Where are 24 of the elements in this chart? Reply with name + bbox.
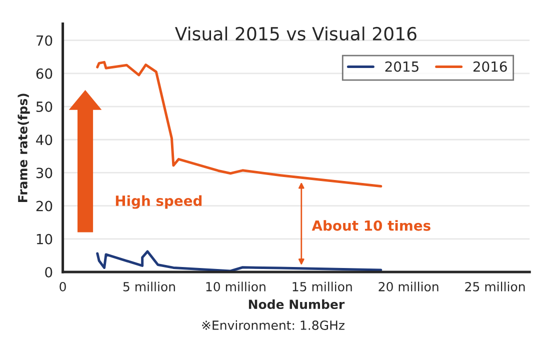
y-tick-label: 30 — [36, 168, 52, 178]
y-tick-label: 10 — [36, 234, 52, 244]
text: ※Environment: 1.8GHz — [202, 320, 344, 330]
x-tick-label: 20 million — [378, 282, 438, 292]
y-tick-label: 70 — [36, 35, 52, 46]
legend-label: 2016 — [473, 61, 507, 72]
line-series — [96, 250, 382, 272]
line-series — [96, 60, 382, 188]
x-axis-title: Node Number — [248, 299, 345, 310]
x-tick-label: 5 million — [123, 282, 175, 292]
annotation: About 10 times — [312, 220, 430, 231]
y-tick-label: 0 — [45, 266, 52, 278]
y-axis-title: Frame rate(fps) — [18, 94, 30, 202]
y-tick-label: 60 — [36, 68, 52, 79]
y-tick-label: 40 — [36, 134, 52, 146]
x-tick-label: 25 million — [465, 282, 525, 292]
annotation: High speed — [116, 195, 202, 209]
chart-title: Visual 2015 vs Visual 2016 — [174, 26, 416, 41]
y-tick-label: 20 — [36, 200, 52, 212]
x-tick-label: 10 million — [206, 282, 266, 292]
y-tick-label: 50 — [36, 102, 52, 112]
x-tick-label: 0 — [60, 282, 66, 292]
x-tick-label: 15 million — [292, 282, 352, 292]
legend-label: 2015 — [385, 61, 418, 72]
